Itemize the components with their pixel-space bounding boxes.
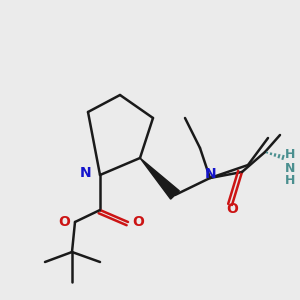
Text: H: H bbox=[285, 148, 296, 161]
Text: N: N bbox=[205, 167, 217, 181]
Text: H: H bbox=[285, 173, 296, 187]
Text: O: O bbox=[132, 215, 144, 229]
Text: O: O bbox=[226, 202, 238, 216]
Text: O: O bbox=[58, 215, 70, 229]
Polygon shape bbox=[140, 158, 179, 199]
Text: N: N bbox=[285, 161, 296, 175]
Text: N: N bbox=[80, 166, 92, 180]
